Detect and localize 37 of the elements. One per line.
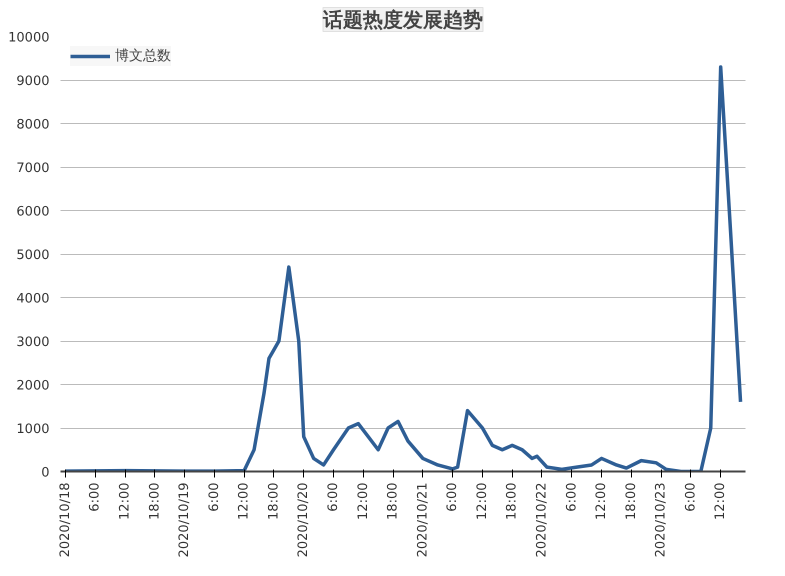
legend-label: 博文总数 [115, 47, 171, 65]
x-tick-label: 6:00 [564, 482, 580, 512]
x-tick-label: 12:00 [474, 482, 490, 520]
x-tick-label: 18:00 [266, 482, 282, 520]
chart-title: 话题热度发展趋势 [322, 8, 483, 32]
x-tick-label: 6:00 [326, 482, 342, 512]
x-tick-label: 12:00 [236, 482, 252, 520]
x-tick-label: 12:00 [356, 482, 371, 520]
y-tick-label: 10000 [8, 30, 50, 46]
x-tick-label: 2020/10/23 [654, 482, 669, 558]
y-tick-label: 3000 [16, 335, 50, 350]
x-tick-label: 12:00 [594, 482, 610, 520]
y-tick-label: 7000 [16, 161, 50, 176]
y-tick-label: 9000 [16, 74, 50, 89]
x-tick-label: 2020/10/21 [415, 482, 430, 558]
y-tick-label: 2000 [16, 378, 50, 394]
x-tick-label: 12:00 [118, 482, 133, 520]
x-tick-label: 2020/10/22 [534, 482, 550, 558]
y-tick-label: 6000 [16, 204, 50, 220]
y-tick-label: 8000 [16, 118, 50, 132]
x-tick-label: 6:00 [206, 482, 222, 512]
x-tick-label: 2020/10/18 [58, 482, 73, 558]
y-tick-label: 1000 [16, 422, 50, 437]
y-tick-label: 4000 [16, 292, 50, 306]
x-tick-label: 6:00 [445, 482, 460, 512]
x-tick-label: 6:00 [88, 482, 103, 512]
y-tick-label: 5000 [16, 248, 50, 263]
x-tick-label: 2020/10/19 [177, 482, 192, 558]
x-tick-label: 18:00 [147, 482, 162, 520]
x-tick-label: 12:00 [713, 482, 728, 520]
x-tick-label: 6:00 [683, 482, 698, 512]
x-tick-label: 18:00 [386, 482, 401, 520]
y-tick-label: 0 [41, 466, 50, 480]
line-series [64, 65, 742, 472]
x-tick-label: 18:00 [504, 482, 520, 520]
x-tick-label: 18:00 [624, 482, 639, 520]
x-tick-label: 2020/10/20 [296, 482, 312, 558]
